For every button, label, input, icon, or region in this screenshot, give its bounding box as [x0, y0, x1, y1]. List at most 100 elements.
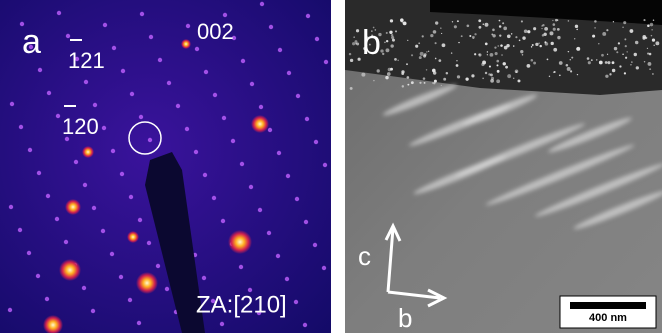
speckle [385, 48, 389, 52]
speckle [499, 34, 501, 36]
tem-panel: b c b 400 nm [345, 0, 662, 333]
spot [84, 80, 88, 84]
speckle [618, 42, 620, 44]
speckle [539, 45, 541, 47]
speckle [426, 51, 427, 52]
spot [38, 68, 42, 72]
spot [323, 163, 327, 167]
speckle [407, 84, 409, 86]
speckle [588, 61, 591, 64]
speckle [503, 26, 507, 30]
speckle [506, 44, 509, 47]
speckle [479, 26, 482, 29]
speckle [352, 42, 355, 45]
spot [121, 69, 125, 73]
spot [130, 92, 134, 96]
speckle [577, 74, 578, 75]
speckle [513, 45, 515, 47]
spot [64, 240, 68, 244]
speckle [652, 73, 654, 75]
speckle [545, 42, 549, 46]
speckle [616, 51, 618, 53]
speckle [567, 67, 571, 71]
speckle [485, 42, 488, 45]
spot [315, 37, 319, 41]
spot [285, 277, 289, 281]
spot [305, 117, 309, 121]
speckle [571, 57, 573, 59]
spot [313, 243, 317, 247]
speckle [353, 36, 355, 38]
speckle [498, 45, 499, 46]
spot [27, 251, 31, 255]
speckle [515, 71, 517, 73]
spot [139, 115, 143, 119]
speckle [527, 30, 530, 33]
panel-label: a [22, 23, 41, 61]
speckle [400, 18, 404, 22]
speckle [402, 85, 404, 87]
spot [66, 34, 70, 38]
spot [129, 195, 133, 199]
speckle [622, 27, 624, 29]
speckle [513, 78, 514, 79]
speckle [622, 53, 624, 55]
speckle [494, 47, 496, 49]
speckle [570, 70, 572, 72]
speckle [651, 35, 653, 37]
speckle [634, 53, 637, 56]
speckle [465, 78, 468, 81]
speckle [553, 28, 556, 31]
speckle [607, 61, 610, 64]
speckle [397, 60, 398, 61]
spot [158, 58, 162, 62]
speckle [654, 45, 655, 46]
spot [314, 140, 318, 144]
speckle [489, 65, 491, 67]
spot [213, 93, 217, 97]
scale-bar [570, 302, 646, 309]
spot [277, 151, 281, 155]
speckle [492, 29, 495, 32]
spot [10, 102, 14, 106]
spot [306, 14, 310, 18]
spot-label: 121 [68, 48, 105, 73]
speckle [438, 59, 441, 62]
spot [222, 116, 226, 120]
spot [102, 126, 106, 130]
speckle [521, 20, 523, 22]
speckle [648, 62, 652, 66]
spot [18, 228, 22, 232]
speckle [355, 40, 358, 43]
spot [74, 160, 78, 164]
spot [221, 219, 225, 223]
speckle [446, 72, 448, 74]
speckle [625, 57, 627, 59]
diffraction-panel: a 002 121 120 ZA:[210] [0, 0, 331, 333]
speckle [487, 51, 488, 52]
speckle [575, 25, 578, 28]
spot [176, 104, 180, 108]
speckle [647, 24, 650, 27]
speckle [626, 51, 627, 52]
speckle [422, 35, 424, 37]
speckle [499, 25, 502, 28]
spot [269, 25, 273, 29]
speckle [644, 61, 645, 62]
speckle [373, 80, 374, 81]
spot [212, 196, 216, 200]
spot [220, 322, 224, 326]
speckle [519, 40, 521, 42]
speckle [538, 43, 539, 44]
speckle [454, 25, 457, 28]
speckle [390, 68, 393, 71]
speckle [483, 24, 484, 25]
speckle [587, 57, 590, 60]
speckle [533, 62, 536, 65]
speckle [401, 70, 404, 73]
speckle [394, 58, 397, 61]
spot [56, 114, 60, 118]
speckle [555, 19, 558, 22]
speckle [505, 66, 508, 69]
speckle [496, 79, 500, 83]
